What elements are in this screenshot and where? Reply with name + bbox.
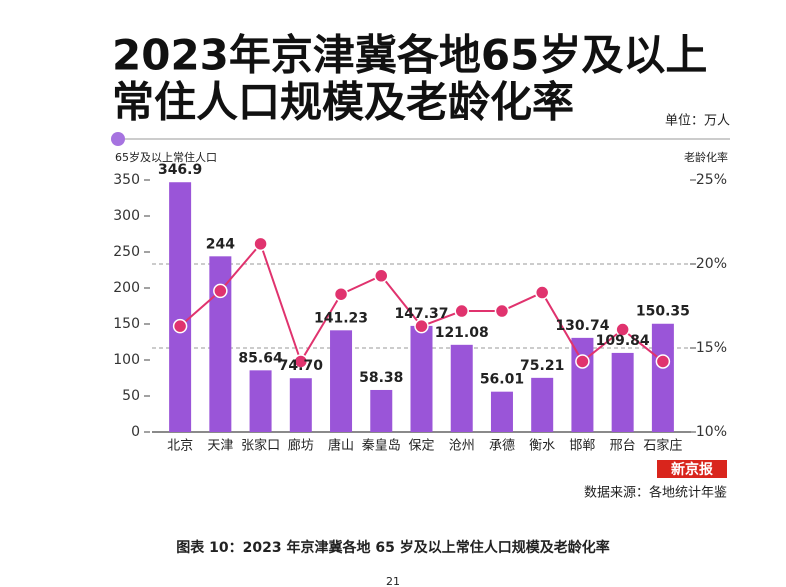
y-tick-label: 200 <box>113 280 140 296</box>
line-point <box>293 354 309 369</box>
x-tick-label: 廊坊 <box>288 438 314 454</box>
source: 数据来源：各地统计年鉴 <box>584 485 727 501</box>
value-label: 141.23 <box>314 310 368 326</box>
unit: 单位：万人 <box>665 114 730 129</box>
logo: 新京报 <box>671 461 713 478</box>
y-tick-label: 50 <box>122 388 140 404</box>
x-tick-label: 衡水 <box>529 439 555 454</box>
x-tick-label: 天津 <box>207 439 233 454</box>
caption: 图表 10：2023 年京津冀各地 65 岁及以上常住人口规模及老龄化率 <box>176 539 609 556</box>
y2-tick-label: 20% <box>696 256 727 272</box>
y2-tick-label: 15% <box>696 340 727 356</box>
line-point <box>615 322 630 337</box>
line-point <box>213 283 228 299</box>
value-label: 85.64 <box>238 350 283 366</box>
y-tick-label: 300 <box>113 208 140 224</box>
line-point <box>655 354 671 369</box>
bar <box>611 352 634 432</box>
line-point <box>374 268 389 284</box>
bar <box>490 391 513 432</box>
y-tick-label: 150 <box>113 316 140 332</box>
line-point <box>414 318 429 334</box>
x-tick-label: 沧州 <box>449 438 475 454</box>
value-label: 74.70 <box>279 358 324 374</box>
chart-title: 常住人口规模及老龄化率 <box>112 78 574 127</box>
y-axis-label: 65岁及以上常住人口 <box>115 150 217 164</box>
line-point <box>454 303 469 319</box>
line-point <box>172 318 188 334</box>
value-label: 244 <box>206 236 235 252</box>
value-label: 58.38 <box>359 370 403 386</box>
bar <box>289 378 312 432</box>
bar <box>450 344 473 432</box>
x-tick-label: 北京 <box>167 439 193 454</box>
value-label: 56.01 <box>480 372 524 388</box>
line-point <box>534 285 550 300</box>
value-label: 121.08 <box>435 325 489 341</box>
value-label: 346.9 <box>158 162 202 178</box>
bar <box>370 389 393 432</box>
line-point <box>253 236 268 252</box>
x-tick-label: 邯郸 <box>569 439 595 454</box>
bar <box>410 325 433 432</box>
x-tick-label: 承德 <box>489 439 515 454</box>
y-tick-label: 350 <box>113 172 140 188</box>
x-tick-label: 保定 <box>408 439 434 454</box>
line-point <box>575 354 590 369</box>
bar <box>169 182 192 432</box>
bar <box>330 330 353 432</box>
bar <box>209 256 232 432</box>
bar <box>249 370 272 432</box>
value-label: 109.84 <box>596 333 650 349</box>
bar <box>531 377 554 432</box>
y-tick-label: 100 <box>113 352 140 368</box>
bar <box>651 323 674 432</box>
ornament <box>111 132 125 146</box>
x-tick-label: 张家口 <box>241 438 280 454</box>
chart-title: 2023年京津冀各地65岁及以上 <box>112 31 707 80</box>
x-tick-label: 秦皇岛 <box>362 438 401 454</box>
x-tick-label: 石家庄 <box>643 438 682 454</box>
y2-tick-label: 10% <box>696 424 727 440</box>
y2-axis-label: 老龄化率 <box>684 150 728 164</box>
x-tick-label: 邢台 <box>610 439 636 454</box>
logo-box <box>657 460 727 478</box>
bar <box>571 337 594 432</box>
line-point <box>333 286 349 302</box>
value-label: 150.35 <box>636 304 690 320</box>
y-tick-label: 0 <box>131 424 140 440</box>
y2-tick-label: 25% <box>696 172 727 188</box>
y-tick-label: 250 <box>113 244 140 260</box>
value-label: 130.74 <box>555 318 609 334</box>
value-label: 147.37 <box>394 306 448 322</box>
line-point <box>494 303 510 319</box>
value-label: 75.21 <box>520 358 564 374</box>
x-tick-label: 唐山 <box>328 438 354 454</box>
page-number: 21 <box>386 575 400 587</box>
